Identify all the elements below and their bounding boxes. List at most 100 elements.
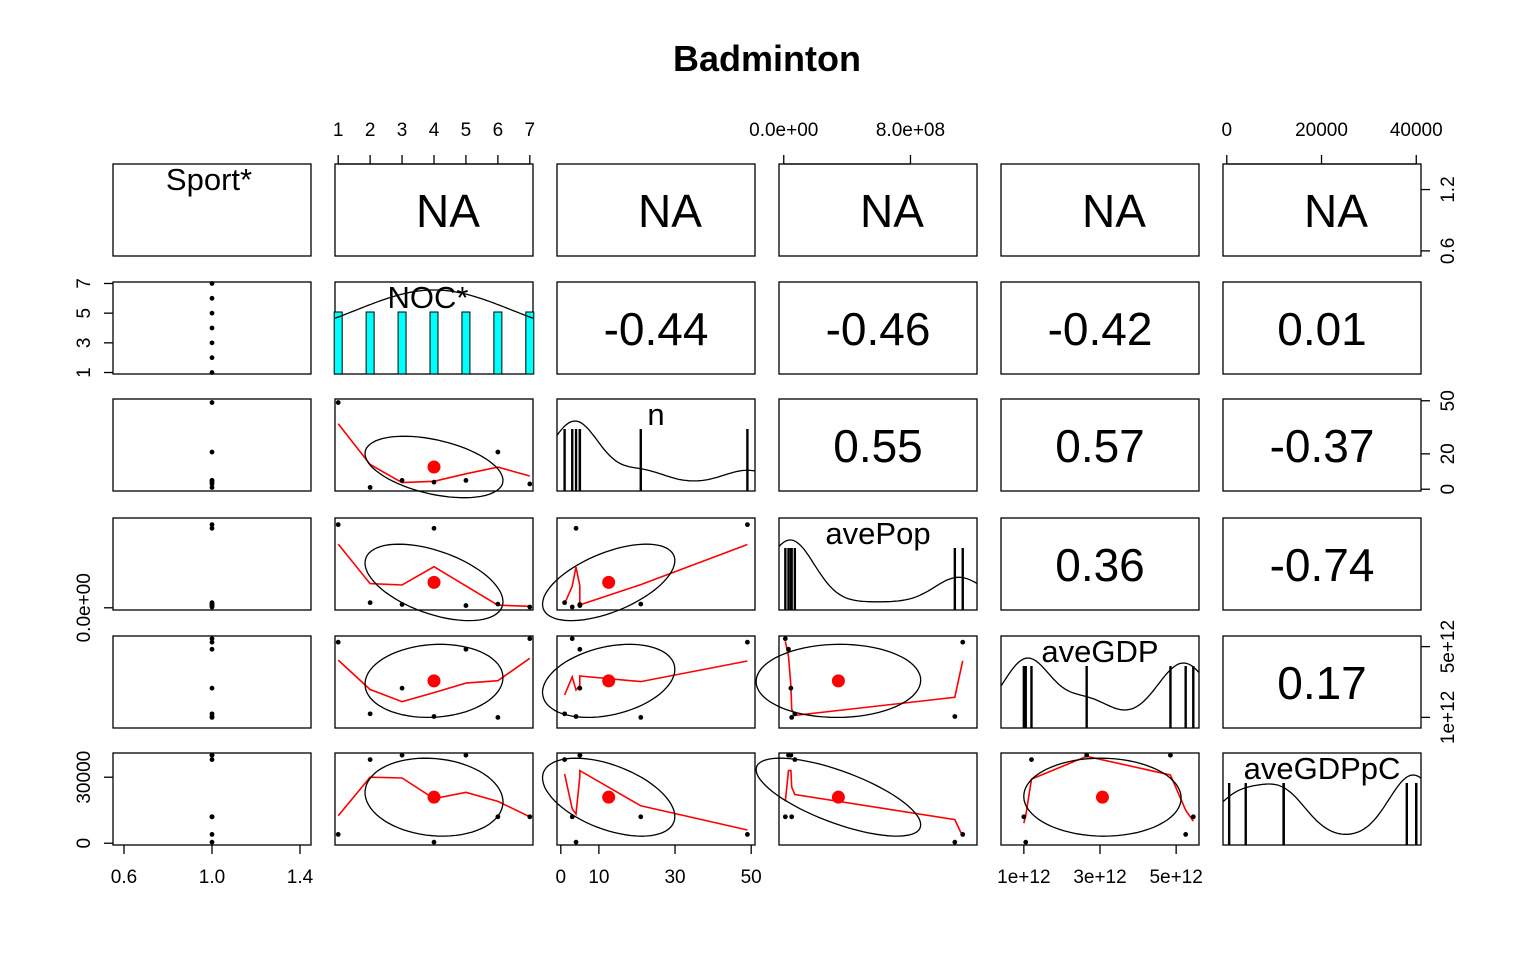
variable-label: n — [647, 397, 664, 432]
tick-label: 30 — [664, 867, 685, 888]
data-point — [744, 522, 750, 528]
data-point — [209, 814, 215, 820]
correlation-value: NA — [416, 185, 480, 237]
mean-point — [831, 674, 845, 688]
panel-frame — [556, 163, 756, 257]
data-point — [463, 603, 469, 608]
variable-label: aveGDPpC — [1244, 751, 1401, 786]
correlation-value: NA — [1304, 185, 1368, 237]
mean-point — [427, 674, 441, 688]
tick-label: 50 — [741, 867, 762, 888]
data-point — [1183, 832, 1189, 837]
panel-frame — [778, 635, 978, 729]
data-point — [209, 752, 215, 758]
data-point — [335, 832, 341, 837]
data-point — [788, 685, 794, 691]
tick-label: 1.0 — [199, 867, 225, 888]
correlation-ellipse — [364, 757, 504, 837]
density-curve — [556, 420, 756, 482]
panel-frame — [112, 752, 312, 846]
data-point — [527, 814, 533, 820]
mean-point — [1095, 790, 1109, 804]
data-point — [367, 757, 373, 763]
tick-label: 4 — [429, 120, 440, 141]
data-point — [209, 832, 215, 837]
mean-point — [427, 460, 441, 474]
data-point — [952, 714, 958, 719]
data-point — [209, 400, 215, 405]
correlation-ellipse — [755, 643, 922, 719]
data-point — [577, 603, 583, 608]
correlation-ellipse — [364, 435, 504, 499]
correlation-value: 0.55 — [833, 420, 923, 472]
correlation-value: -0.74 — [1270, 539, 1375, 591]
variable-label: aveGDP — [1041, 634, 1158, 669]
density-curve — [1000, 657, 1200, 711]
correlation-value: -0.46 — [826, 303, 931, 355]
tick-label: 0.0e+00 — [74, 573, 95, 642]
data-point — [431, 525, 437, 531]
mean-point — [602, 674, 616, 688]
data-point — [463, 646, 469, 652]
data-point — [1023, 839, 1029, 845]
panel-frame — [778, 517, 978, 611]
tick-label: 0 — [1222, 120, 1233, 141]
data-point — [209, 646, 215, 652]
histogram-bar — [365, 311, 375, 375]
panel-frame — [556, 517, 756, 611]
data-point — [431, 479, 437, 485]
data-point — [952, 839, 958, 845]
correlation-ellipse — [541, 543, 676, 622]
variable-label: Sport* — [166, 162, 252, 197]
smooth-line — [337, 657, 531, 703]
data-point — [463, 752, 469, 758]
data-point — [209, 481, 215, 487]
correlation-ellipse — [755, 757, 922, 837]
data-point — [399, 477, 405, 483]
smooth-line — [1023, 755, 1194, 824]
correlation-value: 0.36 — [1055, 539, 1145, 591]
correlation-ellipse — [541, 757, 676, 837]
tick-label: 30000 — [74, 751, 95, 804]
mean-point — [602, 790, 616, 804]
mean-point — [602, 575, 616, 589]
panel-frame — [112, 635, 312, 729]
histogram-bar — [397, 311, 407, 375]
data-point — [782, 636, 788, 642]
panel-frame — [1000, 398, 1200, 492]
data-point — [399, 752, 405, 758]
data-point — [399, 602, 405, 607]
data-point — [209, 839, 215, 845]
panel-frame — [334, 752, 534, 846]
panel-frame — [778, 281, 978, 375]
tick-label: 1.4 — [287, 867, 314, 888]
panel-frame — [334, 635, 534, 729]
data-point — [527, 481, 533, 487]
data-point — [463, 477, 469, 483]
data-point — [495, 601, 501, 607]
tick-label: 3e+12 — [1073, 867, 1126, 888]
panel-frame — [1000, 281, 1200, 375]
data-point — [335, 639, 341, 645]
mean-point — [427, 575, 441, 589]
data-point — [569, 814, 575, 820]
data-point — [209, 449, 215, 455]
data-point — [792, 711, 798, 717]
correlation-ellipse — [364, 543, 504, 622]
data-point — [1084, 752, 1090, 758]
panel-frame — [1222, 398, 1422, 492]
correlation-ellipse — [1023, 757, 1182, 837]
variable-label: NOC* — [388, 280, 469, 315]
mean-point — [427, 790, 441, 804]
data-point — [209, 485, 215, 490]
data-point — [209, 281, 215, 286]
correlation-value: 0.57 — [1055, 420, 1145, 472]
data-point — [562, 600, 568, 606]
data-point — [527, 604, 533, 610]
data-point — [562, 711, 568, 717]
data-point — [638, 814, 644, 820]
data-point — [495, 714, 501, 720]
histogram-bar — [525, 311, 535, 375]
data-point — [782, 814, 788, 820]
